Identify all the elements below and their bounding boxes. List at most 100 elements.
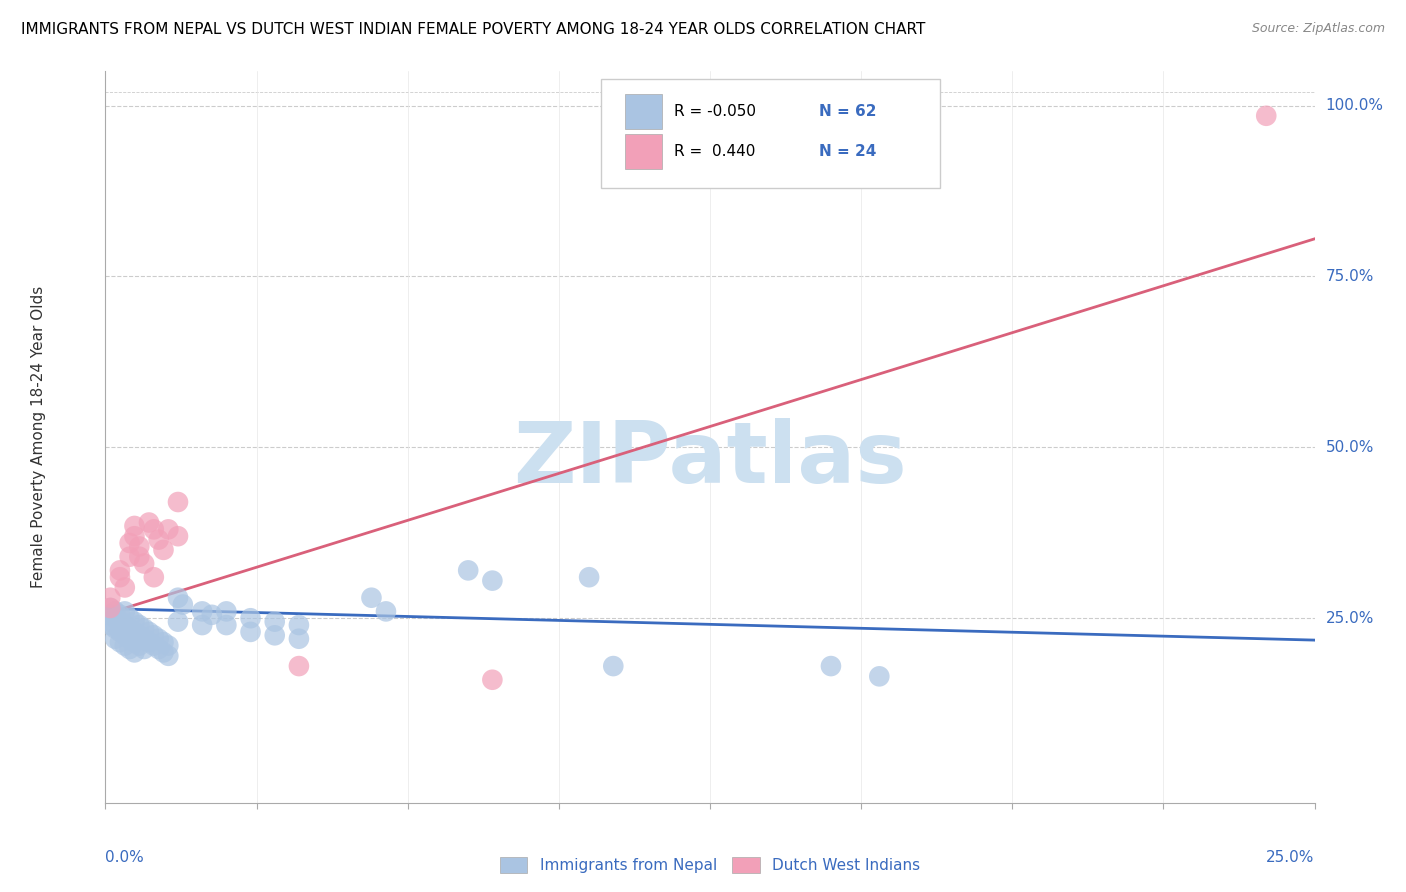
Point [148, 632, 170, 646]
Point [481, 574, 503, 588]
Point [98, 607, 121, 622]
Point [124, 635, 146, 649]
Point [128, 549, 150, 564]
Point [98, 618, 121, 632]
Point [191, 604, 214, 618]
Point [98, 591, 121, 605]
Point [118, 632, 141, 646]
Point [288, 659, 311, 673]
Point [142, 570, 165, 584]
Point [114, 639, 136, 653]
Point [142, 628, 165, 642]
Text: N = 24: N = 24 [818, 145, 876, 160]
Point [114, 604, 136, 618]
Point [128, 639, 150, 653]
Point [124, 645, 146, 659]
Legend: Immigrants from Nepal, Dutch West Indians: Immigrants from Nepal, Dutch West Indian… [494, 851, 927, 880]
Point [172, 598, 194, 612]
Point [124, 624, 146, 639]
Point [157, 639, 180, 653]
Point [868, 669, 890, 683]
Point [98, 601, 121, 615]
Point [263, 615, 285, 629]
Text: R =  0.440: R = 0.440 [673, 145, 755, 160]
Point [167, 615, 190, 629]
Point [157, 522, 180, 536]
Point [152, 645, 174, 659]
Point [104, 604, 127, 618]
Point [118, 549, 141, 564]
Point [124, 615, 146, 629]
Point [215, 604, 238, 618]
Point [360, 591, 382, 605]
Point [114, 628, 136, 642]
Text: R = -0.050: R = -0.050 [673, 104, 756, 120]
Point [152, 635, 174, 649]
Point [108, 615, 131, 629]
Point [148, 533, 170, 547]
Text: 50.0%: 50.0% [1326, 440, 1374, 455]
Point [118, 611, 141, 625]
Point [108, 624, 131, 639]
FancyBboxPatch shape [626, 135, 662, 169]
Point [239, 624, 262, 639]
Point [167, 529, 190, 543]
Point [114, 618, 136, 632]
Point [134, 632, 156, 646]
Point [375, 604, 398, 618]
Point [142, 522, 165, 536]
Point [98, 615, 121, 629]
Text: 0.0%: 0.0% [105, 850, 145, 865]
Point [104, 632, 127, 646]
Point [215, 618, 238, 632]
Point [288, 632, 311, 646]
Point [108, 563, 131, 577]
Point [239, 611, 262, 625]
Point [191, 618, 214, 632]
Point [108, 570, 131, 584]
Point [118, 622, 141, 636]
Point [602, 659, 624, 673]
Text: 25.0%: 25.0% [1267, 850, 1315, 865]
Point [114, 581, 136, 595]
Point [124, 529, 146, 543]
Point [288, 618, 311, 632]
Point [148, 642, 170, 657]
Point [167, 495, 190, 509]
Point [138, 624, 160, 639]
Point [578, 570, 600, 584]
Point [1256, 109, 1278, 123]
Point [98, 601, 121, 615]
FancyBboxPatch shape [626, 94, 662, 129]
Text: Source: ZipAtlas.com: Source: ZipAtlas.com [1251, 22, 1385, 36]
Point [118, 642, 141, 657]
Point [152, 542, 174, 557]
Text: IMMIGRANTS FROM NEPAL VS DUTCH WEST INDIAN FEMALE POVERTY AMONG 18-24 YEAR OLDS : IMMIGRANTS FROM NEPAL VS DUTCH WEST INDI… [21, 22, 925, 37]
Point [138, 635, 160, 649]
Point [108, 635, 131, 649]
Point [820, 659, 842, 673]
Point [134, 622, 156, 636]
Point [134, 642, 156, 657]
Point [167, 591, 190, 605]
Point [201, 607, 224, 622]
Text: ZIPatlas: ZIPatlas [513, 417, 907, 500]
Point [128, 540, 150, 554]
Text: Female Poverty Among 18-24 Year Olds: Female Poverty Among 18-24 Year Olds [31, 286, 46, 588]
Text: 100.0%: 100.0% [1326, 98, 1384, 113]
Point [457, 563, 479, 577]
Point [157, 648, 180, 663]
Point [263, 628, 285, 642]
Point [104, 622, 127, 636]
Point [481, 673, 503, 687]
FancyBboxPatch shape [602, 78, 939, 188]
Point [134, 557, 156, 571]
Point [124, 519, 146, 533]
Point [128, 618, 150, 632]
Point [138, 516, 160, 530]
Text: 75.0%: 75.0% [1326, 268, 1374, 284]
Text: N = 62: N = 62 [818, 104, 876, 120]
Point [104, 611, 127, 625]
Point [128, 628, 150, 642]
Point [118, 536, 141, 550]
